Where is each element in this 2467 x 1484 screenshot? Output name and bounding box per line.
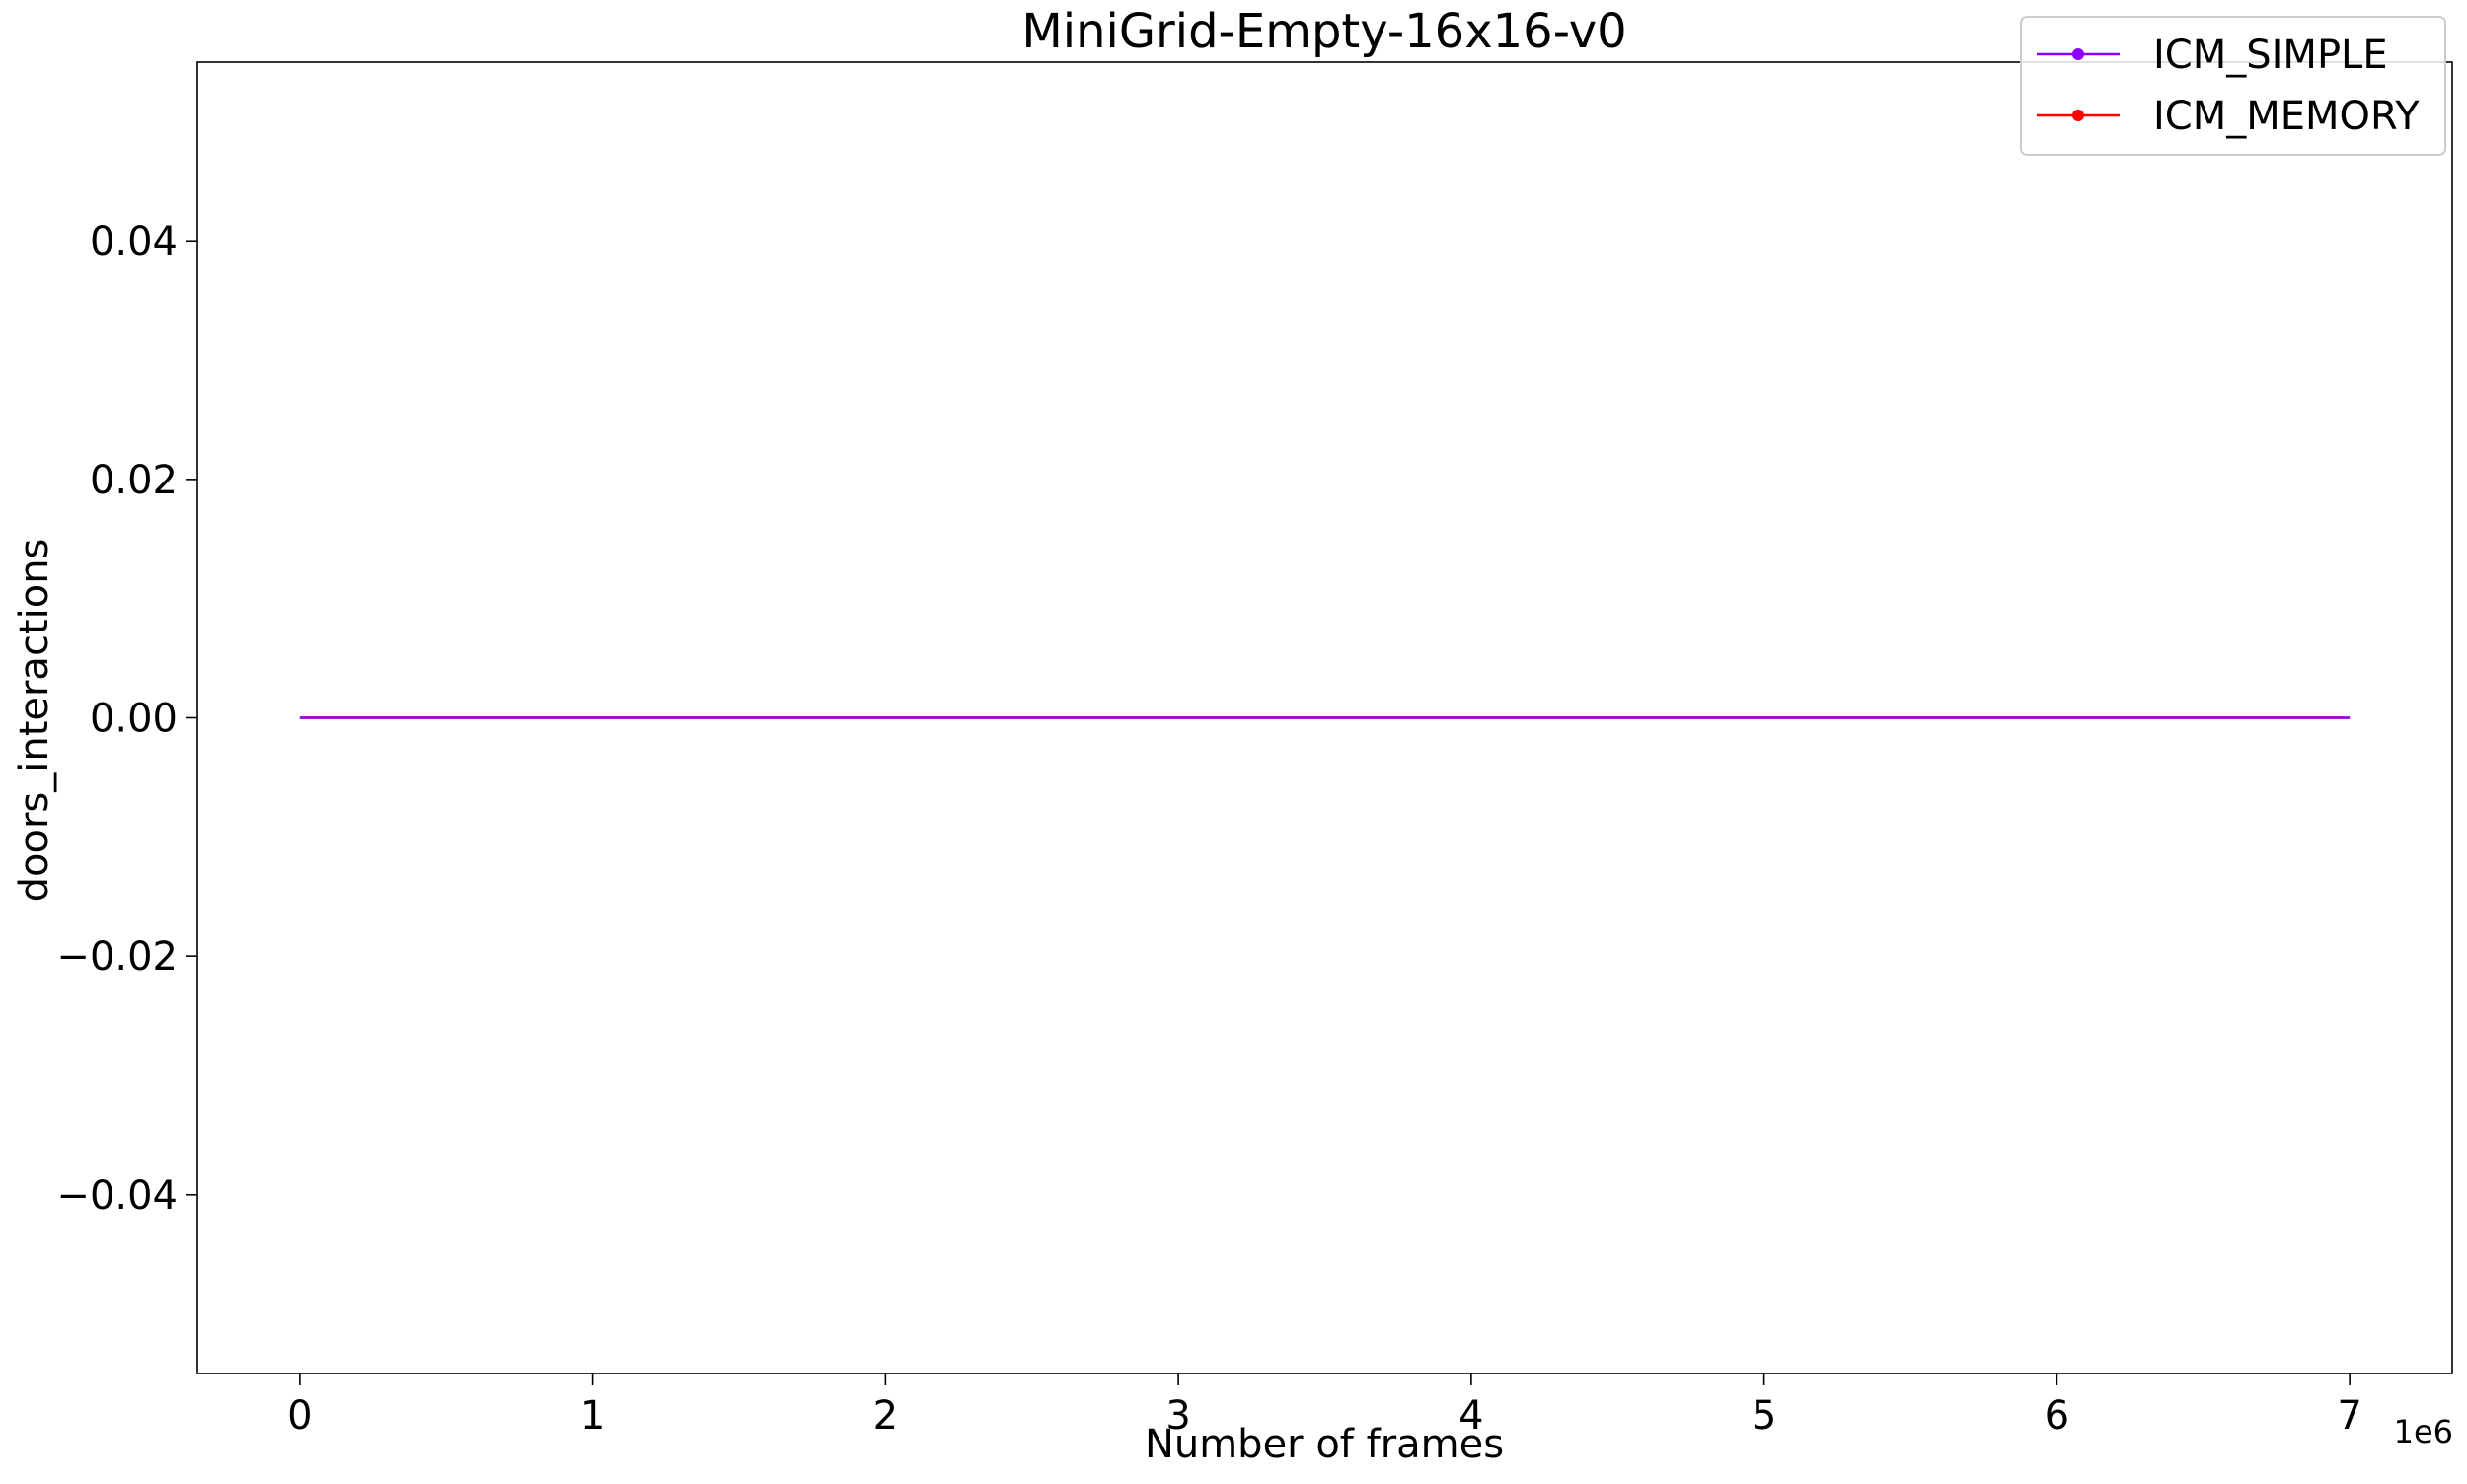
y-axis-label: doors_interactions bbox=[12, 539, 57, 903]
x-axis-offset-label: 1e6 bbox=[2394, 1413, 2453, 1450]
legend-marker bbox=[2072, 110, 2084, 121]
x-axis-label: Number of frames bbox=[1145, 1422, 1504, 1467]
plot-area: 0 1 2 3 4 5 6 7 0.04 0.02 0.00 −0.02 −0.04 bbox=[56, 61, 2453, 1439]
legend-label: ICM_MEMORY bbox=[2153, 94, 2420, 139]
legend-box bbox=[2020, 16, 2446, 156]
y-tick-label: 0.02 bbox=[90, 458, 178, 503]
chart-title: MiniGrid-Empty-16x16-v0 bbox=[1021, 4, 1626, 59]
legend-label: ICM_SIMPLE bbox=[2153, 33, 2388, 78]
legend: ICM_SIMPLE ICM_MEMORY bbox=[2020, 16, 2446, 156]
x-tick-label: 7 bbox=[2337, 1393, 2361, 1439]
x-tick-label: 1 bbox=[580, 1393, 605, 1439]
legend-marker bbox=[2072, 48, 2084, 60]
y-tick-label: −0.04 bbox=[56, 1173, 178, 1219]
y-tick-label: 0.00 bbox=[90, 697, 178, 742]
x-tick-label: 2 bbox=[873, 1393, 898, 1439]
x-tick-label: 0 bbox=[287, 1393, 312, 1439]
x-tick-label: 5 bbox=[1752, 1393, 1776, 1439]
x-tick-label: 4 bbox=[1458, 1393, 1483, 1439]
y-tick-label: −0.02 bbox=[56, 934, 178, 980]
y-tick-label: 0.04 bbox=[90, 219, 178, 264]
x-tick-label: 6 bbox=[2045, 1393, 2069, 1439]
x-tick-label: 3 bbox=[1165, 1393, 1190, 1439]
